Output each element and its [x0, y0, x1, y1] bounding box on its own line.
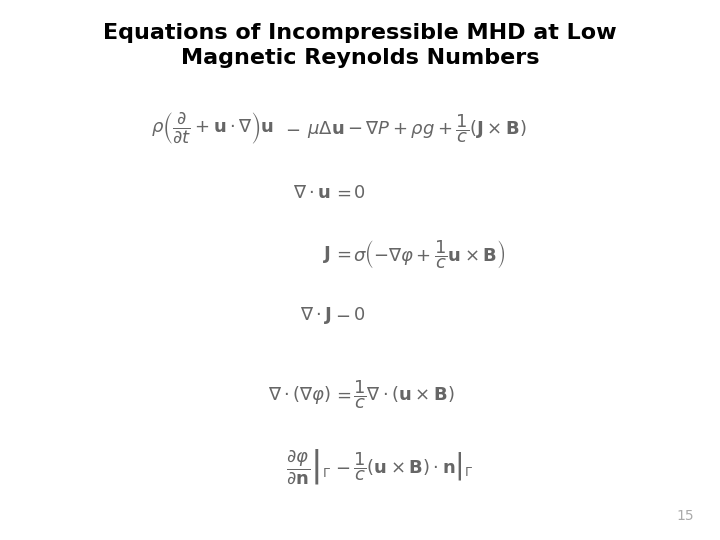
Text: $\nabla \cdot \mathbf{J}$: $\nabla \cdot \mathbf{J}$	[300, 305, 331, 326]
Text: $0$: $0$	[353, 306, 365, 324]
Text: $\nabla \cdot \mathbf{u}$: $\nabla \cdot \mathbf{u}$	[294, 184, 331, 202]
Text: $\mathbf{J}$: $\mathbf{J}$	[323, 244, 331, 265]
Text: $=$: $=$	[333, 386, 351, 404]
Text: 15: 15	[677, 509, 695, 523]
Text: $\left. \dfrac{\partial \varphi}{\partial \mathbf{n}} \right|_{\Gamma}$: $\left. \dfrac{\partial \varphi}{\partia…	[287, 447, 331, 486]
Text: $=$: $=$	[333, 245, 351, 263]
Text: $\mu \Delta \mathbf{u} - \nabla P + \rho g + \dfrac{1}{c}(\mathbf{J} \times \mat: $\mu \Delta \mathbf{u} - \nabla P + \rho…	[307, 113, 526, 145]
Text: $\sigma \left( -\nabla \varphi + \dfrac{1}{c} \mathbf{u} \times \mathbf{B} \righ: $\sigma \left( -\nabla \varphi + \dfrac{…	[353, 238, 505, 271]
Text: $=$: $=$	[333, 184, 351, 202]
Text: $\dfrac{1}{c} \nabla \cdot (\mathbf{u} \times \mathbf{B})$: $\dfrac{1}{c} \nabla \cdot (\mathbf{u} \…	[353, 379, 454, 411]
Text: $\nabla \cdot (\nabla \varphi)$: $\nabla \cdot (\nabla \varphi)$	[269, 384, 331, 406]
Text: $-$: $-$	[335, 306, 350, 324]
Text: $\rho \left( \dfrac{\partial}{\partial t} + \mathbf{u} \cdot \nabla \right) \mat: $\rho \left( \dfrac{\partial}{\partial t…	[151, 111, 274, 147]
Text: $0$: $0$	[353, 184, 365, 202]
Text: $\left. \dfrac{1}{c}(\mathbf{u} \times \mathbf{B}) \cdot \mathbf{n} \right|_{\Ga: $\left. \dfrac{1}{c}(\mathbf{u} \times \…	[353, 450, 474, 483]
Text: $-$: $-$	[335, 458, 350, 476]
Text: Equations of Incompressible MHD at Low
Magnetic Reynolds Numbers: Equations of Incompressible MHD at Low M…	[103, 23, 617, 69]
Text: $-$: $-$	[285, 120, 300, 138]
